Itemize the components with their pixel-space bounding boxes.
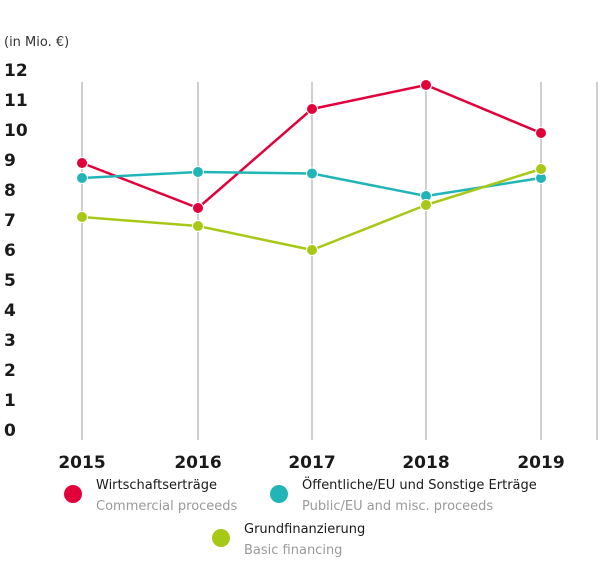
legend-sublabel-public: Public/EU and misc. proceeds <box>302 499 494 514</box>
x-tick-label: 2018 <box>402 453 449 473</box>
series-point-1 <box>192 166 204 178</box>
series-point-2 <box>192 220 204 232</box>
series-point-2 <box>420 199 432 211</box>
series-point-0 <box>535 127 547 139</box>
x-tick-label: 2019 <box>517 453 564 473</box>
series-point-0 <box>192 202 204 214</box>
x-tick-label: 2016 <box>174 453 221 473</box>
series-point-0 <box>76 157 88 169</box>
series-point-0 <box>306 103 318 115</box>
y-tick-label: 11 <box>4 91 28 111</box>
grid-lines <box>81 82 598 440</box>
series-point-1 <box>306 167 318 180</box>
series-point-0 <box>420 79 432 91</box>
y-tick-label: 7 <box>4 211 16 231</box>
legend-dot-public <box>270 485 288 503</box>
y-tick-label: 3 <box>4 331 16 351</box>
x-tick-label: 2017 <box>288 453 335 473</box>
legend-sublabel-basic: Basic financing <box>244 543 343 558</box>
y-tick-label: 6 <box>4 241 16 261</box>
series-point-2 <box>76 211 88 223</box>
legend-dot-basic <box>212 529 230 547</box>
unit-label: (in Mio. €) <box>4 35 69 50</box>
legend-label-public: Öffentliche/EU und Sonstige Erträge <box>302 478 537 493</box>
legend-dot-commercial <box>64 485 82 503</box>
y-tick-label: 0 <box>4 421 16 441</box>
y-tick-label: 9 <box>4 151 16 171</box>
legend-label-basic: Grundfinanzierung <box>244 522 366 537</box>
x-axis-ticks: 2015 2016 2017 2018 2019 <box>58 453 564 473</box>
y-tick-label: 10 <box>4 121 28 141</box>
y-tick-label: 2 <box>4 361 16 381</box>
legend-label-commercial: Wirtschaftserträge <box>96 478 217 493</box>
series-point-2 <box>306 244 318 256</box>
y-tick-label: 1 <box>4 391 16 411</box>
y-tick-label: 8 <box>4 181 16 201</box>
x-tick-label: 2015 <box>58 453 105 473</box>
series-points <box>76 79 547 256</box>
legend-sublabel-commercial: Commercial proceeds <box>96 499 238 514</box>
y-tick-label: 12 <box>4 61 28 81</box>
series-point-1 <box>76 172 88 184</box>
y-tick-label: 5 <box>4 271 16 291</box>
y-tick-label: 4 <box>4 301 16 321</box>
series-point-2 <box>535 163 547 175</box>
